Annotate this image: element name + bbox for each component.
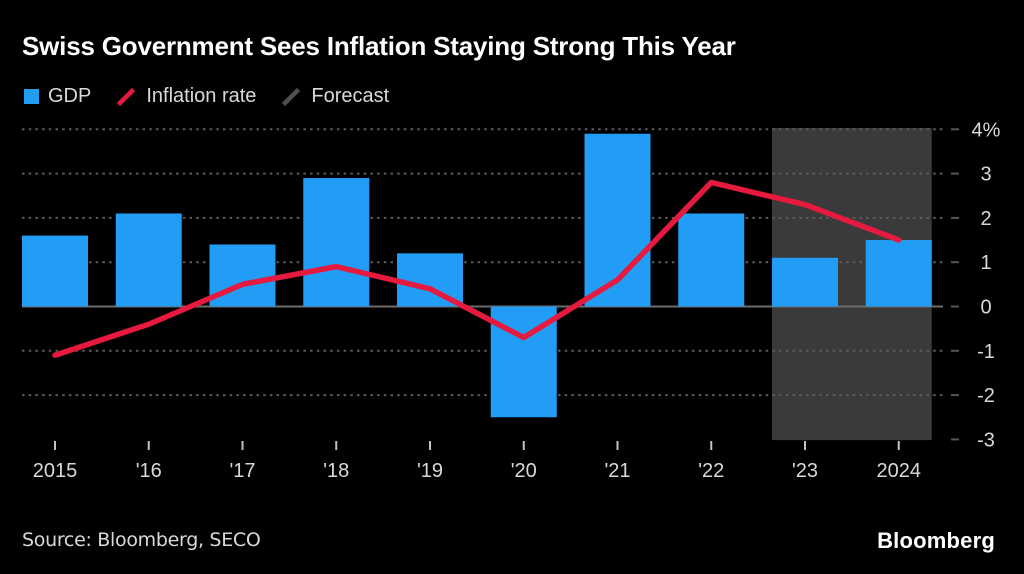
y-axis-label: -2 [977,385,995,407]
legend-label-forecast: Forecast [311,85,390,107]
gdp-bar [22,235,88,307]
gdp-bar [772,257,838,307]
gdp-bar [209,244,276,307]
x-axis-label: 2024 [877,460,922,482]
gdp-bar [303,178,370,307]
chart-title: Swiss Government Sees Inflation Staying … [22,31,736,61]
inflation-line [52,179,902,358]
legend-item-inflation: Inflation rate [115,85,256,108]
gdp-bar [115,213,182,307]
forecast-line-icon [282,87,301,106]
y-axis-label: -1 [977,341,995,363]
x-axis-label: '22 [698,460,724,482]
chart-legend: GDP Inflation rate Forecast [24,85,389,108]
x-axis-label: '21 [604,460,630,482]
source-attribution: Source: Bloomberg, SECO [22,529,261,551]
x-axis-label: '18 [323,460,349,482]
y-axis-label: 3 [980,164,991,186]
legend-item-forecast: Forecast [280,85,389,108]
x-axis-label: '23 [792,460,818,482]
legend-label-gdp: GDP [48,85,92,107]
x-axis-label: 2015 [33,460,78,482]
legend-item-gdp: GDP [24,85,91,108]
x-axis-label: '19 [417,460,443,482]
x-axis-label: '20 [511,460,537,482]
y-axis-label: 1 [980,252,991,274]
gdp-bar [865,240,932,307]
x-axis-label: '17 [229,460,255,482]
y-axis-label: 2 [980,208,991,230]
x-axis-label: '16 [136,460,162,482]
y-axis-label: 0 [980,297,991,319]
legend-label-inflation: Inflation rate [146,85,257,107]
y-axis-label: 4% [972,119,1001,141]
inflation-line-icon [117,87,136,106]
gdp-bar [678,213,745,307]
bloomberg-logo: Bloomberg [877,528,995,553]
gdp-swatch-icon [24,89,39,104]
y-axis-label: -3 [977,429,995,451]
